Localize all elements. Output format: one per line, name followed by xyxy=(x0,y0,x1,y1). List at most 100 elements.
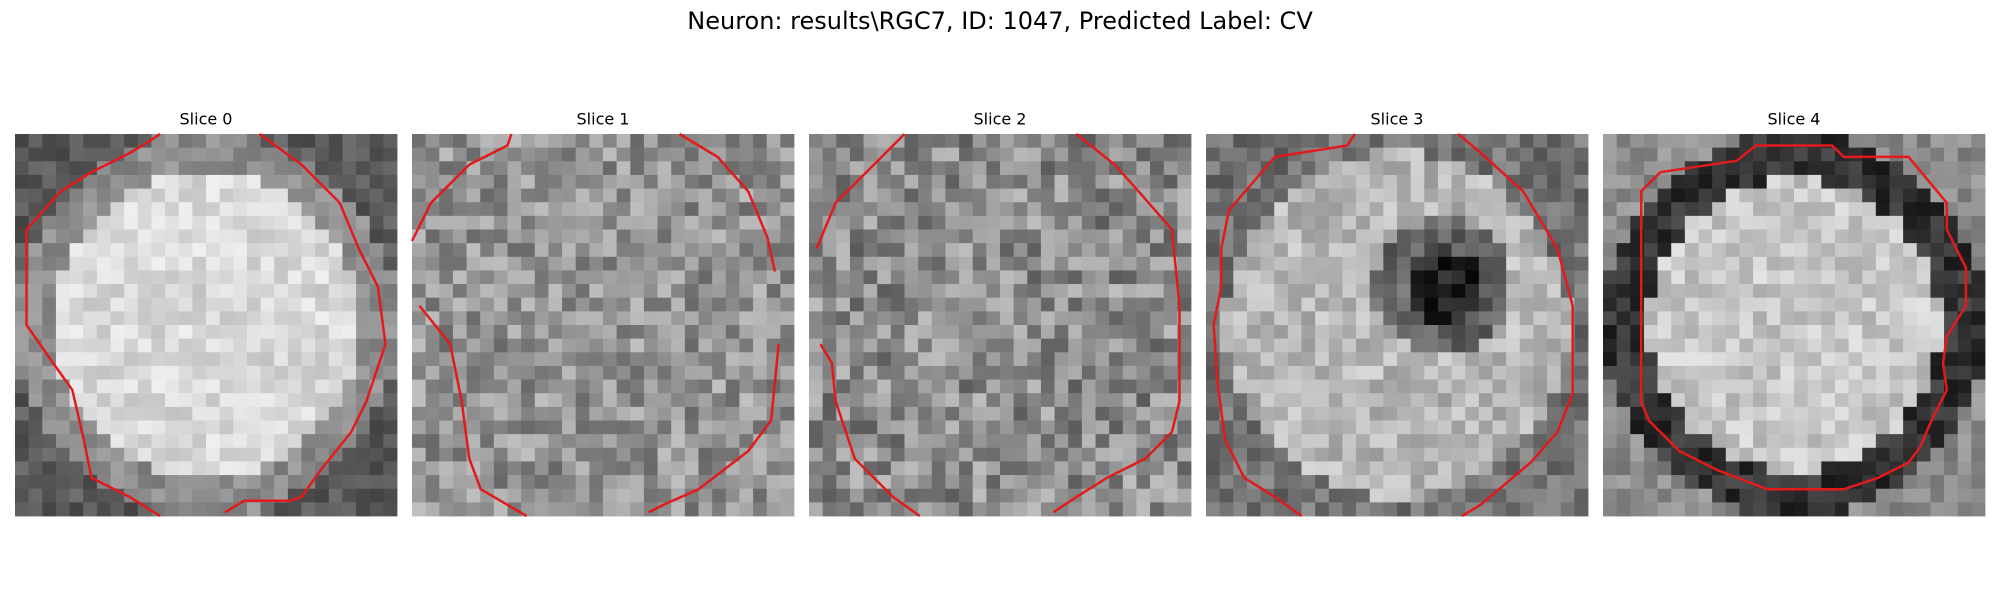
pixel xyxy=(110,447,125,462)
pixel xyxy=(1616,365,1631,380)
pixel xyxy=(1889,379,1904,394)
pixel xyxy=(55,284,70,299)
pixel xyxy=(1547,365,1562,380)
pixel xyxy=(1013,243,1028,258)
pixel xyxy=(1957,147,1972,162)
pixel xyxy=(1301,161,1316,176)
pixel xyxy=(1000,161,1015,176)
pixel xyxy=(1971,256,1986,271)
pixel xyxy=(1081,352,1096,367)
pixel xyxy=(630,379,645,394)
pixel xyxy=(1725,188,1740,203)
pixel xyxy=(1356,475,1371,490)
pixel xyxy=(1177,161,1192,176)
pixel xyxy=(1027,202,1042,217)
pixel xyxy=(1000,461,1015,476)
pixel xyxy=(1109,352,1124,367)
pixel xyxy=(753,161,768,176)
pixel xyxy=(630,134,645,149)
pixel xyxy=(260,420,275,435)
pixel xyxy=(1739,420,1754,435)
pixel xyxy=(1671,420,1686,435)
pixel xyxy=(42,284,57,299)
pixel xyxy=(986,256,1001,271)
pixel xyxy=(630,325,645,340)
pixel xyxy=(15,406,30,421)
pixel xyxy=(1821,420,1836,435)
pixel xyxy=(1219,393,1234,408)
pixel xyxy=(1916,297,1931,312)
pixel xyxy=(1424,502,1439,517)
pixel xyxy=(1506,502,1521,517)
pixel xyxy=(849,161,864,176)
pixel xyxy=(1848,270,1863,285)
pixel xyxy=(1492,243,1507,258)
pixel xyxy=(328,297,343,312)
pixel xyxy=(521,461,536,476)
pixel xyxy=(1766,420,1781,435)
pixel xyxy=(1492,270,1507,285)
pixel xyxy=(698,229,713,244)
pixel xyxy=(151,325,166,340)
pixel xyxy=(493,229,508,244)
pixel xyxy=(1643,297,1658,312)
pixel xyxy=(28,325,43,340)
pixel xyxy=(657,434,672,449)
pixel xyxy=(1944,406,1959,421)
pixel xyxy=(493,284,508,299)
pixel xyxy=(1780,215,1795,230)
pixel xyxy=(178,161,193,176)
pixel xyxy=(1342,338,1357,353)
pixel xyxy=(766,406,781,421)
pixel xyxy=(630,270,645,285)
pixel xyxy=(739,284,754,299)
pixel xyxy=(849,243,864,258)
pixel xyxy=(630,447,645,462)
pixel xyxy=(28,174,43,189)
pixel xyxy=(124,379,139,394)
pixel xyxy=(1766,406,1781,421)
pixel xyxy=(1671,352,1686,367)
pixel xyxy=(1944,134,1959,149)
pixel xyxy=(1698,420,1713,435)
pixel xyxy=(15,502,30,517)
pixel xyxy=(55,174,70,189)
pixel xyxy=(137,406,152,421)
pixel xyxy=(1206,147,1221,162)
pixel xyxy=(1533,420,1548,435)
pixel xyxy=(178,174,193,189)
pixel xyxy=(383,365,398,380)
pixel xyxy=(1794,420,1809,435)
pixel xyxy=(1519,420,1534,435)
pixel xyxy=(986,475,1001,490)
pixel xyxy=(809,420,824,435)
pixel xyxy=(809,447,824,462)
pixel xyxy=(1315,406,1330,421)
pixel xyxy=(904,420,919,435)
pixel xyxy=(766,188,781,203)
pixel xyxy=(1356,311,1371,326)
pixel xyxy=(328,134,343,149)
pixel xyxy=(1643,284,1658,299)
pixel xyxy=(1109,475,1124,490)
pixel xyxy=(1081,311,1096,326)
pixel xyxy=(603,134,618,149)
pixel xyxy=(165,215,180,230)
pixel xyxy=(603,393,618,408)
pixel xyxy=(124,229,139,244)
pixel xyxy=(712,325,727,340)
pixel xyxy=(1301,338,1316,353)
pixel xyxy=(219,311,234,326)
pixel xyxy=(178,461,193,476)
pixel xyxy=(1287,447,1302,462)
pixel xyxy=(1219,188,1234,203)
pixel xyxy=(849,256,864,271)
pixel xyxy=(1397,215,1412,230)
pixel xyxy=(1150,284,1165,299)
pixel xyxy=(931,488,946,503)
pixel xyxy=(301,461,316,476)
pixel xyxy=(534,202,549,217)
pixel xyxy=(616,174,631,189)
pixel xyxy=(1122,161,1137,176)
pixel xyxy=(42,502,57,517)
